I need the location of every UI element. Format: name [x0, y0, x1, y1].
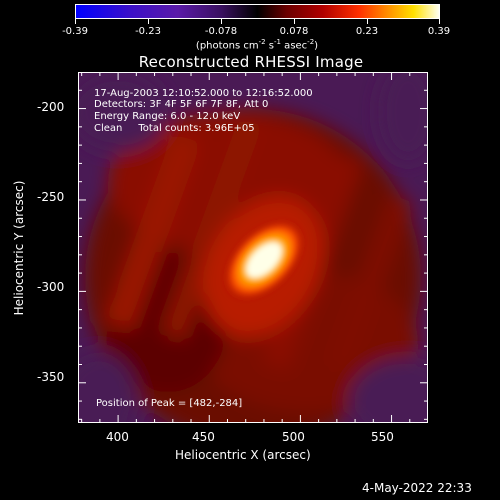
timestamp: 4-May-2022 22:33	[362, 481, 472, 495]
colorbar-tick-label: 0.39	[427, 26, 451, 37]
y-tick-label: -200	[37, 100, 65, 114]
colorbar-tick-label: 0.23	[355, 26, 379, 37]
colorbar-units: (photons cm-2 s-1 asec-2)	[195, 38, 319, 52]
x-tick-label: 500	[282, 430, 305, 444]
y-tick-label: -300	[37, 280, 65, 294]
x-tick-label: 550	[371, 430, 394, 444]
y-tick-label: -350	[37, 370, 65, 384]
x-tick-label: 450	[192, 430, 215, 444]
heatmap-emission	[78, 72, 428, 423]
colorbar-tick-label: -0.39	[62, 26, 88, 37]
colorbar-tick-label: 0.078	[279, 26, 309, 37]
annotation-detectors: Detectors: 3F 4F 5F 6F 7F 8F, Att 0	[94, 99, 269, 110]
colorbar-tick-label: -0.23	[135, 26, 161, 37]
annotation-energy: Energy Range: 6.0 - 12.0 keV	[94, 111, 241, 122]
plot-area	[78, 72, 428, 423]
y-axis-title: Heliocentric Y (arcsec)	[12, 180, 26, 316]
x-tick-label: 400	[106, 430, 129, 444]
x-axis-title: Heliocentric X (arcsec)	[175, 448, 311, 462]
colorbar	[75, 4, 440, 19]
plot-frame	[78, 72, 428, 423]
heatmap-peak	[222, 218, 306, 302]
colorbar-tick-label: -0.078	[204, 26, 238, 37]
annotation-counts: Clean Total counts: 3.96E+05	[94, 123, 255, 134]
colorbar-ticks	[0, 0, 500, 30]
y-tick-label: -250	[37, 190, 65, 204]
chart-title: Reconstructed RHESSI Image	[138, 53, 364, 71]
annotation-time-range: 17-Aug-2003 12:10:52.000 to 12:16:52.000	[94, 88, 313, 99]
annotation-peak-position: Position of Peak = [482,-284]	[96, 398, 243, 409]
